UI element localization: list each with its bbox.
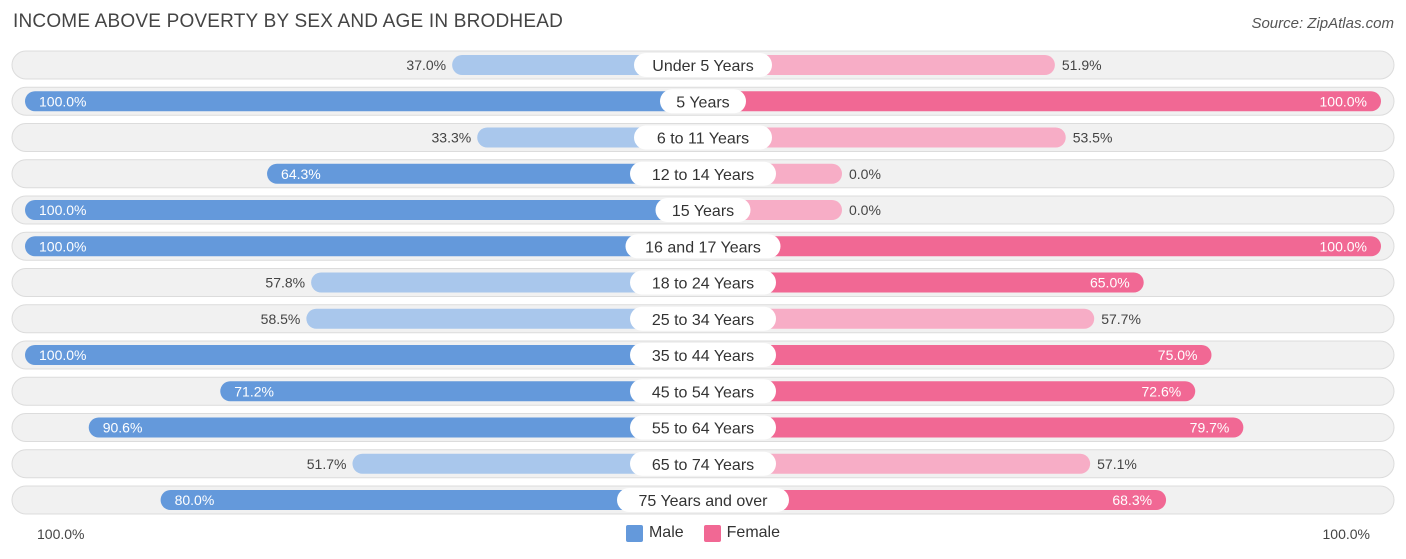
category-pill [655, 198, 751, 222]
category-pill [660, 89, 746, 114]
category-pill [634, 53, 772, 77]
male-value-label: 71.2% [234, 383, 274, 399]
male-value-label: 100.0% [39, 347, 86, 363]
male-bar [267, 163, 703, 184]
category-pill [630, 343, 776, 367]
female-value-label: 0.0% [849, 202, 881, 218]
category-pill [634, 125, 772, 150]
category-pill [630, 161, 776, 186]
male-bar [160, 490, 704, 510]
male-bar [25, 91, 703, 112]
category-label: 5 Years [676, 94, 729, 111]
category-label: 75 Years and over [639, 493, 769, 510]
male-value-label: 57.8% [265, 275, 305, 291]
category-pill [630, 451, 776, 476]
male-bar [25, 236, 703, 257]
category-pill [630, 379, 776, 404]
category-label: 35 to 44 Years [652, 348, 754, 365]
male-bar [220, 381, 704, 402]
category-label: 65 to 74 Years [652, 457, 754, 474]
male-bar [25, 200, 703, 220]
male-bar [88, 417, 704, 438]
category-label: 6 to 11 Years [657, 131, 749, 148]
female-value-label: 57.7% [1101, 311, 1141, 327]
category-pill [625, 234, 781, 259]
category-pill [630, 270, 776, 295]
category-label: Under 5 Years [652, 58, 753, 75]
female-bar [703, 308, 1095, 329]
chart-title: INCOME ABOVE POVERTY BY SEX AND AGE IN B… [13, 11, 564, 32]
male-bar [352, 453, 703, 474]
legend-male-label: Male [648, 524, 684, 541]
legend-item-female[interactable]: Female [703, 524, 781, 542]
legend-female-label: Female [726, 524, 781, 541]
category-label: 15 Years [672, 203, 734, 220]
male-value-label: 64.3% [281, 166, 321, 182]
female-bar [703, 345, 1212, 365]
male-bar [25, 345, 703, 365]
female-value-label: 75.0% [1158, 347, 1198, 363]
male-bar [306, 308, 703, 329]
legend: Male Female [0, 524, 1406, 542]
female-value-label: 51.9% [1062, 57, 1102, 73]
female-bar [703, 236, 1381, 257]
female-value-label: 72.6% [1142, 383, 1182, 399]
female-bar [703, 91, 1381, 112]
category-label: 16 and 17 Years [645, 239, 761, 256]
female-bar [703, 490, 1167, 510]
axis-left-label: 100.0% [37, 526, 85, 542]
category-label: 55 to 64 Years [652, 421, 754, 438]
category-label: 18 to 24 Years [652, 276, 754, 293]
female-value-label: 53.5% [1073, 130, 1113, 146]
female-bar [703, 453, 1091, 474]
diverging-bar-chart: 37.0% 51.9% Under 5 Years 100.0% 100.0% 5 Yea… [11, 50, 1395, 515]
category-pill [630, 306, 776, 331]
category-pill [617, 488, 789, 512]
category-label: 45 to 54 Years [652, 384, 754, 401]
source-credit: Source: ZipAtlas.com [1251, 15, 1394, 32]
female-bar [703, 381, 1196, 402]
female-value-label: 100.0% [1320, 238, 1367, 254]
category-label: 25 to 34 Years [652, 312, 754, 329]
male-swatch [625, 524, 643, 542]
axis-right-label: 100.0% [1322, 526, 1370, 542]
male-bar [311, 272, 703, 293]
male-value-label: 51.7% [307, 456, 347, 472]
category-label: 12 to 14 Years [652, 167, 754, 184]
male-value-label: 100.0% [39, 93, 86, 109]
legend-item-male[interactable]: Male [625, 524, 684, 542]
male-value-label: 58.5% [261, 311, 301, 327]
category-pill [630, 415, 776, 440]
male-value-label: 100.0% [39, 238, 86, 254]
male-value-label: 37.0% [406, 57, 446, 73]
female-value-label: 79.7% [1190, 420, 1230, 436]
female-swatch [703, 524, 721, 542]
female-value-label: 57.1% [1097, 456, 1137, 472]
female-bar [703, 417, 1244, 438]
male-value-label: 100.0% [39, 202, 86, 218]
male-value-label: 33.3% [432, 130, 472, 146]
female-bar [703, 55, 1055, 75]
male-value-label: 80.0% [175, 492, 215, 508]
female-value-label: 0.0% [849, 166, 881, 182]
female-value-label: 68.3% [1112, 492, 1152, 508]
female-bar [703, 127, 1066, 148]
female-bar [703, 272, 1144, 293]
female-value-label: 65.0% [1090, 275, 1130, 291]
male-value-label: 90.6% [103, 420, 143, 436]
female-value-label: 100.0% [1320, 93, 1367, 109]
